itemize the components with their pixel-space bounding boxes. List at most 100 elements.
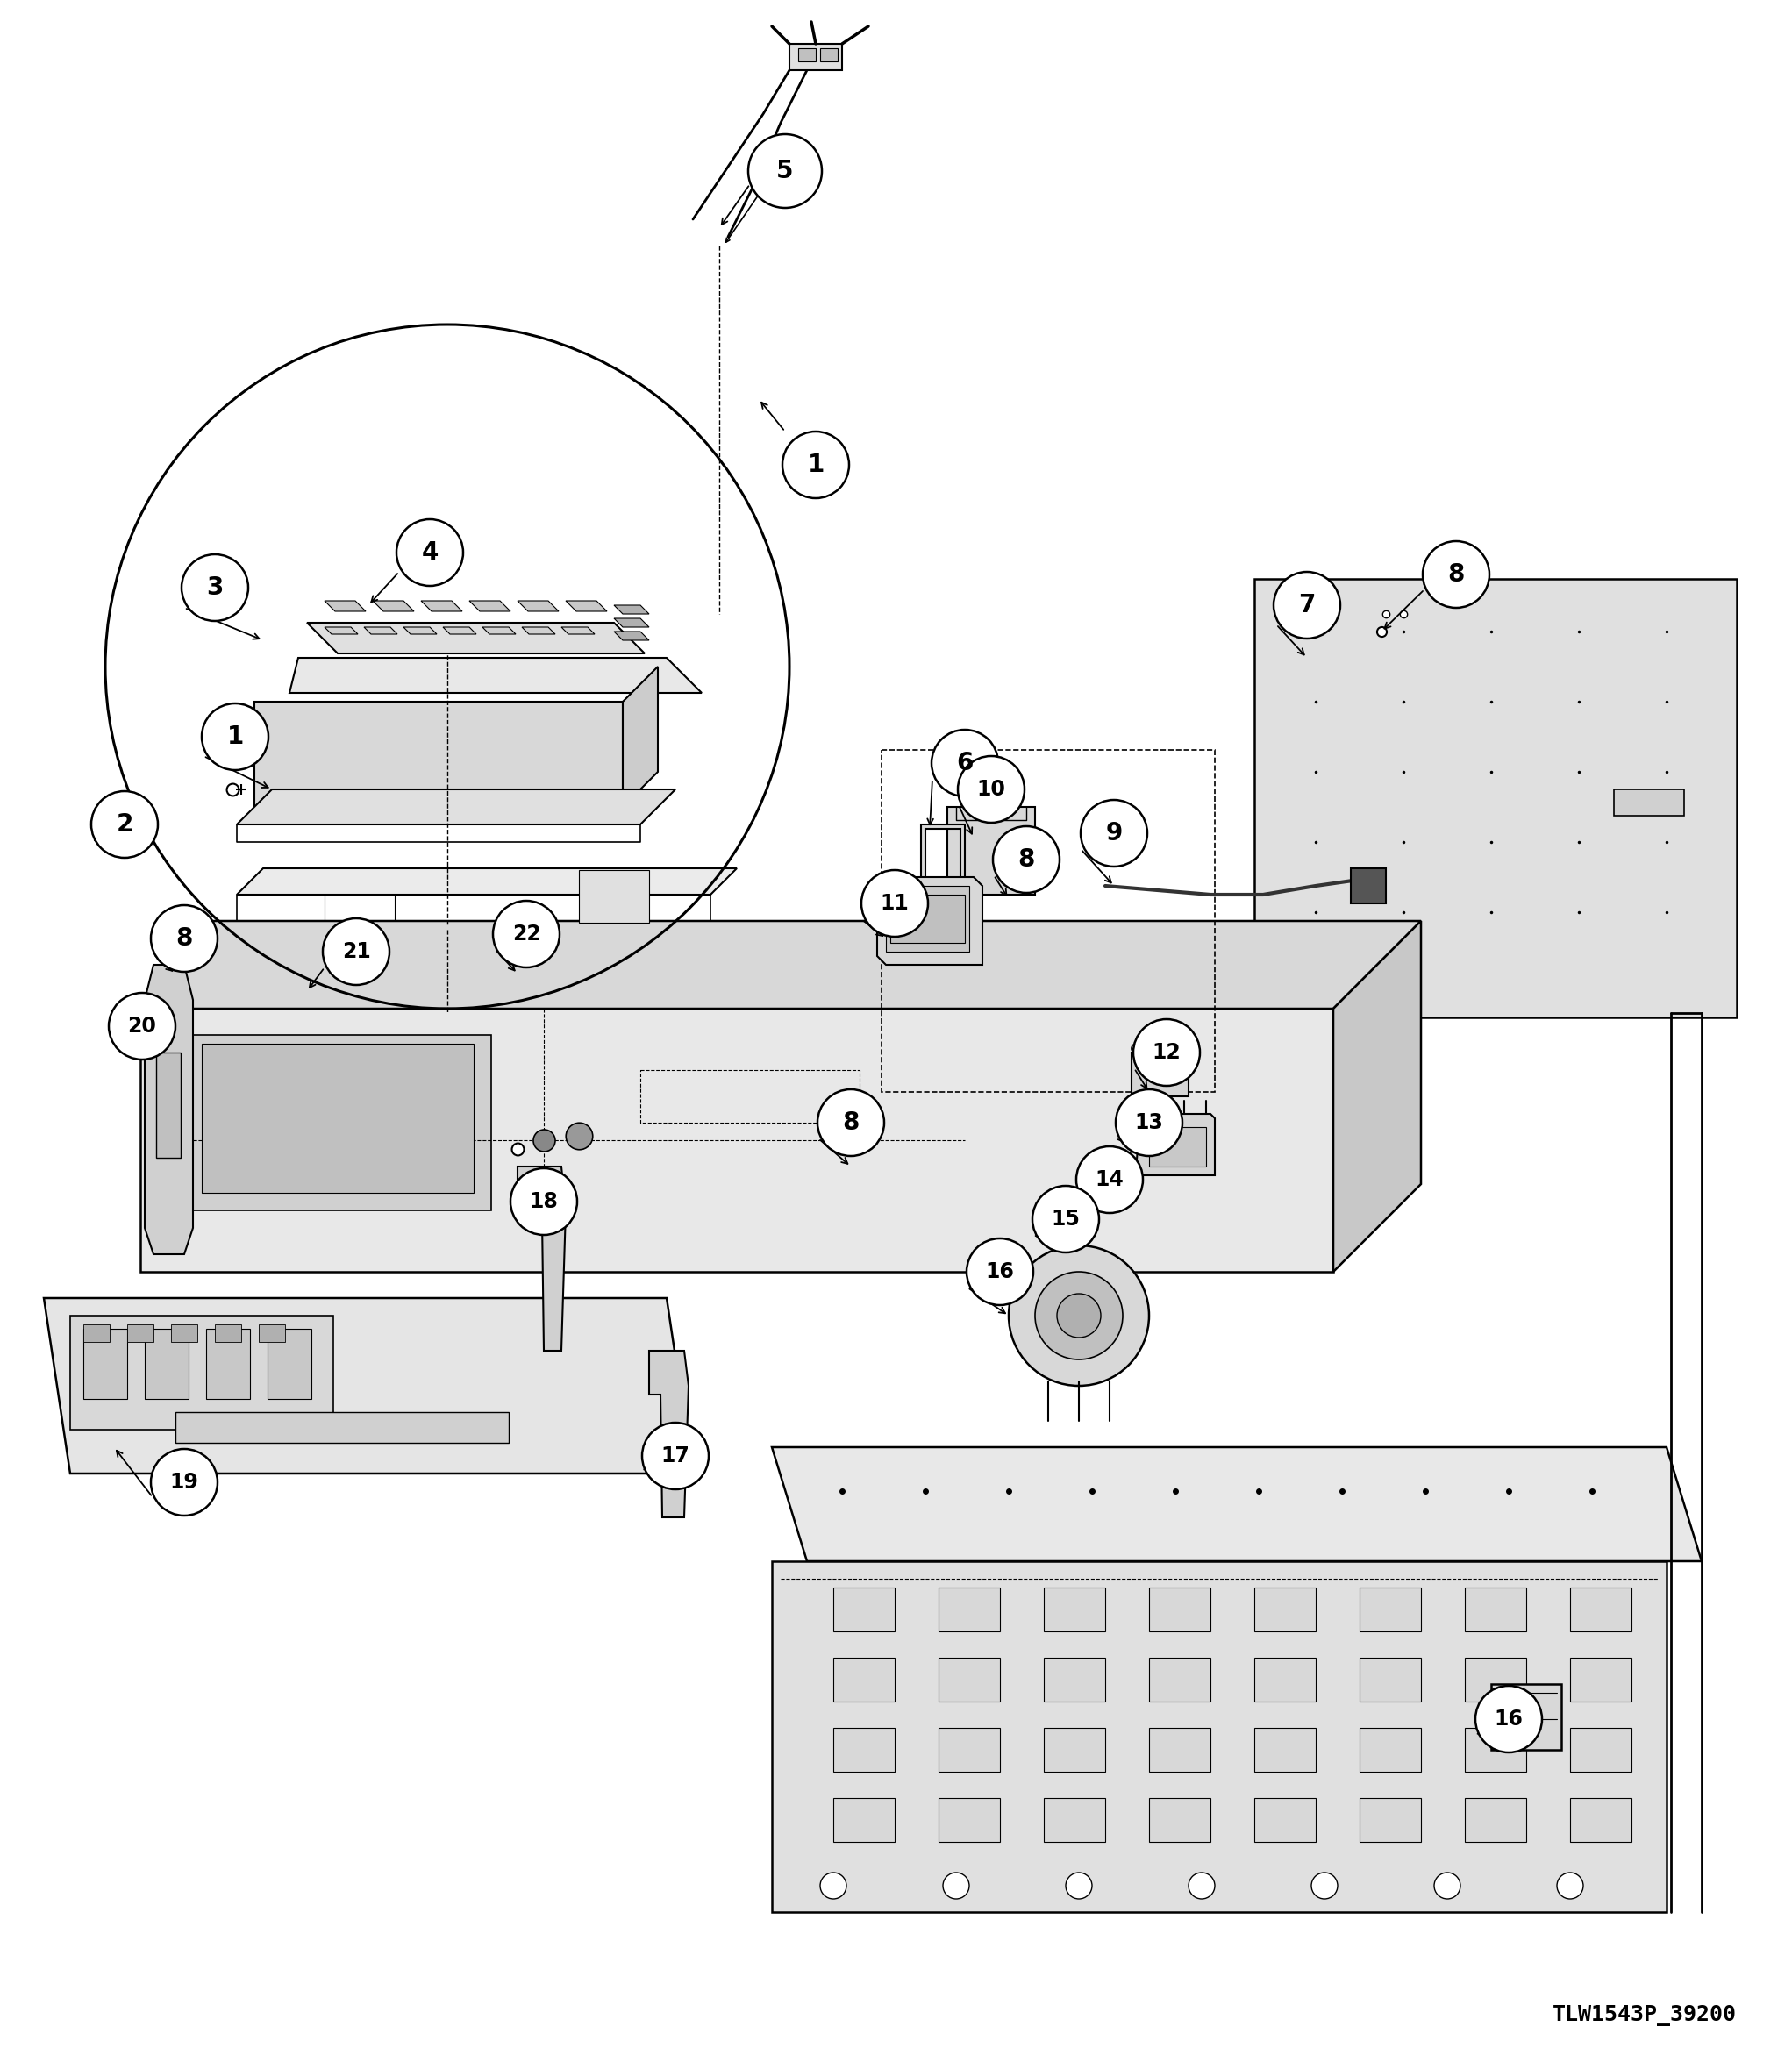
Circle shape <box>1312 1872 1337 1898</box>
Circle shape <box>1116 1090 1183 1155</box>
Bar <box>1360 1587 1421 1632</box>
Circle shape <box>511 1167 577 1235</box>
Bar <box>1149 1729 1210 1772</box>
Bar <box>1464 1729 1527 1772</box>
Bar <box>267 1329 312 1399</box>
Text: 16: 16 <box>986 1262 1014 1282</box>
Bar <box>127 1325 154 1341</box>
Text: 18: 18 <box>529 1192 559 1212</box>
Text: 22: 22 <box>513 924 541 944</box>
Circle shape <box>817 1090 883 1155</box>
Text: 9: 9 <box>1106 821 1122 846</box>
Circle shape <box>1475 1686 1541 1753</box>
Circle shape <box>1009 1245 1149 1386</box>
Polygon shape <box>237 788 676 825</box>
Polygon shape <box>140 922 1421 1010</box>
Polygon shape <box>1254 580 1736 1018</box>
Bar <box>1254 1798 1315 1841</box>
Polygon shape <box>145 965 194 1253</box>
Polygon shape <box>324 600 366 612</box>
Bar <box>1149 1587 1210 1632</box>
Polygon shape <box>306 623 645 653</box>
Polygon shape <box>876 877 982 965</box>
Polygon shape <box>403 627 437 635</box>
Bar <box>1615 788 1684 815</box>
Circle shape <box>151 905 217 973</box>
Polygon shape <box>1136 1114 1215 1176</box>
Polygon shape <box>1351 868 1385 903</box>
Polygon shape <box>561 627 595 635</box>
Bar <box>882 750 1215 1092</box>
Text: 8: 8 <box>176 926 194 950</box>
Bar <box>1464 1657 1527 1702</box>
Text: 13: 13 <box>1134 1112 1163 1133</box>
Circle shape <box>1066 1872 1091 1898</box>
Circle shape <box>323 918 389 985</box>
Text: 6: 6 <box>957 752 973 776</box>
Polygon shape <box>1333 922 1421 1272</box>
Bar <box>70 1315 333 1430</box>
Bar <box>258 1325 285 1341</box>
Bar <box>1254 1657 1315 1702</box>
Circle shape <box>862 870 928 936</box>
Text: 5: 5 <box>776 160 794 184</box>
Text: 14: 14 <box>1095 1169 1124 1190</box>
Bar <box>170 1325 197 1341</box>
Bar <box>833 1798 894 1841</box>
Polygon shape <box>518 600 559 612</box>
Bar <box>939 1729 1000 1772</box>
Circle shape <box>943 1872 969 1898</box>
Bar <box>833 1729 894 1772</box>
Circle shape <box>1032 1186 1098 1253</box>
Text: 17: 17 <box>661 1446 690 1466</box>
Circle shape <box>993 825 1059 893</box>
Circle shape <box>932 729 998 797</box>
Bar <box>202 1044 473 1192</box>
Bar <box>1149 1126 1206 1167</box>
Circle shape <box>1036 1272 1124 1360</box>
Circle shape <box>181 555 249 621</box>
Polygon shape <box>615 631 649 641</box>
Polygon shape <box>1131 1053 1188 1096</box>
Polygon shape <box>237 868 737 895</box>
Circle shape <box>1557 1872 1584 1898</box>
Text: 10: 10 <box>977 778 1005 801</box>
Polygon shape <box>373 600 414 612</box>
Bar <box>1570 1729 1631 1772</box>
Bar <box>1570 1587 1631 1632</box>
Bar <box>1570 1798 1631 1841</box>
Bar <box>156 1053 181 1157</box>
Polygon shape <box>364 627 398 635</box>
Text: 8: 8 <box>842 1110 860 1135</box>
Bar <box>1043 1657 1106 1702</box>
Text: 7: 7 <box>1299 594 1315 616</box>
Polygon shape <box>518 1167 566 1352</box>
Bar <box>1043 1729 1106 1772</box>
Circle shape <box>493 901 559 967</box>
Circle shape <box>109 993 176 1059</box>
Bar <box>640 1069 860 1122</box>
Bar <box>1043 1798 1106 1841</box>
Circle shape <box>151 1448 217 1516</box>
Bar <box>194 1034 491 1210</box>
Text: 2: 2 <box>116 813 133 838</box>
Polygon shape <box>772 1448 1702 1561</box>
Bar <box>1464 1798 1527 1841</box>
Polygon shape <box>254 702 624 807</box>
Circle shape <box>1423 541 1489 608</box>
Bar <box>1570 1657 1631 1702</box>
Polygon shape <box>290 657 702 692</box>
Bar <box>833 1657 894 1702</box>
Text: 3: 3 <box>206 575 224 600</box>
Text: 11: 11 <box>880 893 909 913</box>
Bar <box>833 1587 894 1632</box>
Bar <box>176 1413 509 1442</box>
Text: 12: 12 <box>1152 1042 1181 1063</box>
Bar <box>1254 1587 1315 1632</box>
Bar <box>1043 1587 1106 1632</box>
Circle shape <box>959 756 1025 823</box>
Text: 1: 1 <box>808 453 824 477</box>
Text: 19: 19 <box>170 1473 199 1493</box>
Polygon shape <box>482 627 516 635</box>
Bar <box>145 1329 188 1399</box>
